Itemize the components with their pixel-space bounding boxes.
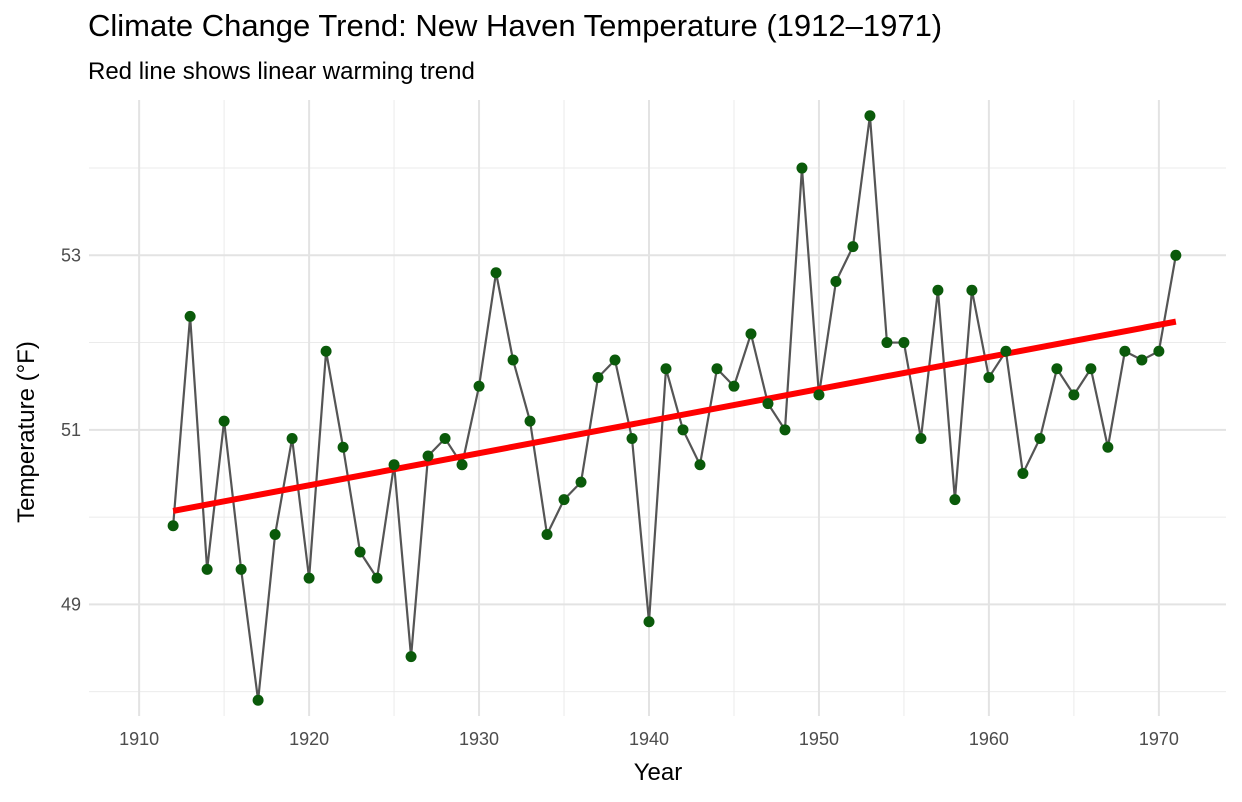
y-axis-ticks: 49 51 53 (61, 245, 81, 614)
x-tick-label: 1920 (289, 729, 329, 749)
data-point (898, 337, 910, 349)
data-point (660, 363, 672, 375)
data-point (473, 380, 485, 392)
chart-subtitle: Red line shows linear warming trend (88, 58, 475, 85)
data-point (643, 616, 655, 628)
grid-lines (89, 100, 1226, 716)
x-tick-label: 1950 (799, 729, 839, 749)
data-point (337, 441, 349, 453)
data-point (762, 398, 774, 410)
data-point (388, 459, 400, 471)
x-tick-label: 1930 (459, 729, 499, 749)
data-point (813, 389, 825, 401)
x-axis-ticks: 1910 1920 1930 1940 1950 1960 1970 (119, 729, 1179, 749)
data-point (524, 415, 536, 427)
data-point (1051, 363, 1063, 375)
data-point (711, 363, 723, 375)
data-point (1119, 345, 1131, 357)
data-point (915, 433, 927, 445)
data-point (269, 529, 281, 541)
data-point (864, 110, 876, 122)
data-point (371, 572, 383, 584)
data-point (1017, 467, 1029, 479)
data-point (167, 520, 179, 532)
data-point (456, 459, 468, 471)
data-point (575, 476, 587, 488)
temperature-line (172, 114, 1177, 702)
data-point (1136, 354, 1148, 366)
data-point (201, 563, 213, 575)
data-point (1085, 363, 1097, 375)
data-point (881, 337, 893, 349)
data-point (320, 345, 332, 357)
data-point (286, 433, 298, 445)
data-point (1068, 389, 1080, 401)
chart-title: Climate Change Trend: New Haven Temperat… (88, 8, 943, 43)
data-point (830, 275, 842, 287)
data-point (796, 162, 808, 174)
data-point (422, 450, 434, 462)
data-point (932, 284, 944, 296)
y-tick-label: 51 (61, 420, 81, 440)
data-point (1170, 249, 1182, 261)
data-point (405, 651, 417, 663)
data-point (303, 572, 315, 584)
data-point (184, 310, 196, 322)
data-point (252, 694, 264, 706)
data-point (235, 563, 247, 575)
x-tick-label: 1940 (629, 729, 669, 749)
data-point (745, 328, 757, 340)
data-point (949, 494, 961, 506)
x-tick-label: 1960 (969, 729, 1009, 749)
data-point (354, 546, 366, 558)
data-point (507, 354, 519, 366)
data-point (592, 371, 604, 383)
data-point (1102, 441, 1114, 453)
data-point (439, 433, 451, 445)
data-point (609, 354, 621, 366)
data-point (966, 284, 978, 296)
data-point (677, 424, 689, 436)
y-tick-label: 53 (61, 245, 81, 265)
x-tick-label: 1910 (119, 729, 159, 749)
y-tick-label: 49 (61, 594, 81, 614)
data-point (541, 529, 553, 541)
data-point (779, 424, 791, 436)
data-point (1034, 433, 1046, 445)
data-point (558, 494, 570, 506)
data-point (728, 380, 740, 392)
series-layer (167, 110, 1182, 706)
data-point (626, 433, 638, 445)
data-point (1153, 345, 1165, 357)
x-axis-title: Year (634, 759, 683, 786)
data-point (847, 241, 859, 253)
data-point (983, 371, 995, 383)
data-point (1000, 345, 1012, 357)
data-point (218, 415, 230, 427)
data-point (490, 267, 502, 279)
data-point (694, 459, 706, 471)
y-axis-title: Temperature (°F) (13, 341, 40, 523)
x-tick-label: 1970 (1139, 729, 1179, 749)
